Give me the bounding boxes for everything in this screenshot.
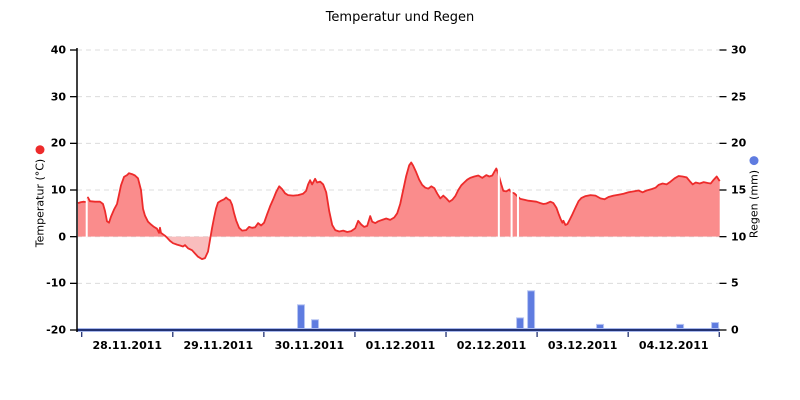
rain-legend-dot-icon — [749, 155, 758, 165]
x-date-label: 01.12.2011 — [365, 339, 436, 352]
x-date-label: 28.11.2011 — [92, 339, 163, 352]
left-tick-label: 40 — [50, 43, 66, 57]
temperature-legend-dot-icon — [35, 144, 44, 154]
left-tick-label: 20 — [50, 136, 66, 150]
left-axis-title-text: Temperatur (°C) — [33, 158, 47, 248]
x-date-label: 02.12.2011 — [456, 339, 527, 352]
x-date-label: 04.12.2011 — [638, 339, 709, 352]
x-axis-line — [77, 329, 720, 331]
right-tick-label: 0 — [731, 323, 739, 337]
left-tick-label: 30 — [50, 90, 66, 104]
x-date-label: 29.11.2011 — [183, 339, 254, 352]
left-axis-title: Temperatur (°C) — [33, 144, 47, 248]
right-tick-label: 10 — [731, 230, 747, 244]
rain-bar — [527, 290, 536, 329]
data-gap — [510, 188, 513, 237]
rain-bar — [711, 322, 720, 329]
rain-bar — [311, 319, 320, 330]
data-gap — [497, 170, 500, 237]
right-tick-label: 15 — [731, 183, 747, 197]
right-tick-label: 5 — [731, 276, 739, 290]
x-date-label: 30.11.2011 — [274, 339, 345, 352]
left-tick-label: 10 — [50, 183, 66, 197]
rain-bar — [516, 317, 525, 330]
rain-bar — [297, 304, 306, 329]
temperature-area-above-zero — [78, 162, 720, 237]
right-tick-label: 25 — [731, 90, 747, 104]
x-axis-halo — [77, 331, 720, 332]
temperature-line — [77, 161, 721, 260]
temperature-area-below-zero — [78, 236, 720, 260]
data-gap — [85, 198, 88, 237]
rain-bar — [596, 323, 605, 329]
chart-title: Temperatur und Regen — [325, 10, 475, 25]
right-axis-title: Regen (mm) — [747, 155, 761, 239]
right-tick-label: 30 — [731, 43, 747, 57]
right-tick-label: 20 — [731, 136, 747, 150]
left-tick-label: -20 — [46, 323, 66, 337]
right-axis-title-text: Regen (mm) — [747, 169, 761, 239]
left-tick-label: 0 — [58, 230, 66, 244]
rain-bar — [676, 323, 685, 329]
data-gap — [516, 192, 519, 237]
left-tick-label: -10 — [46, 276, 66, 290]
x-axis-halo — [77, 328, 720, 329]
x-date-label: 03.12.2011 — [547, 339, 618, 352]
